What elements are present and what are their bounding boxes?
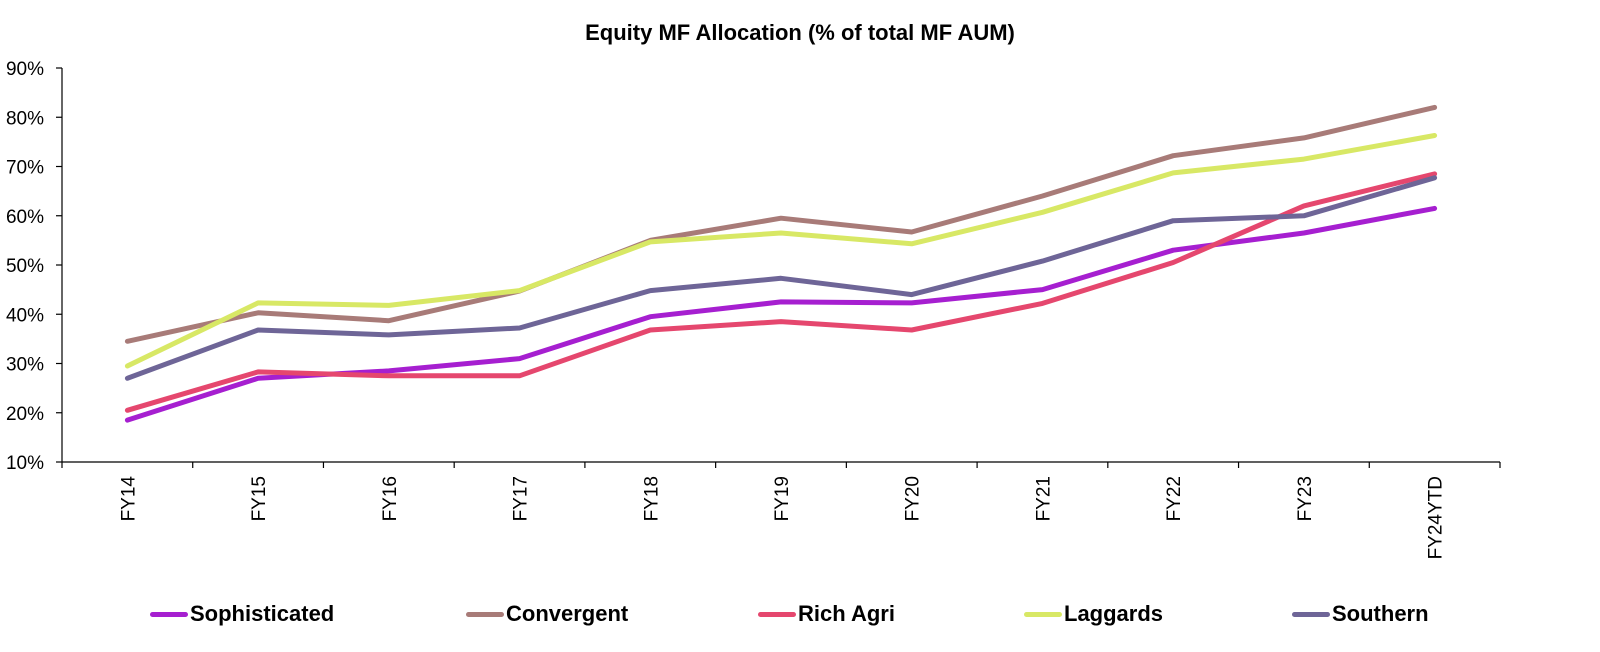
legend-item-laggards: Laggards: [1024, 596, 1163, 632]
legend-label: Sophisticated: [190, 601, 335, 626]
y-tick-label: 60%: [6, 207, 44, 228]
y-tick-label: 80%: [6, 108, 44, 129]
y-tick-label: 10%: [6, 453, 44, 474]
axes: 10% 20% 30% 40% 50% 60% 70% 80% 90% FY14 FY15 FY16 F…: [6, 59, 1501, 559]
x-tick-label: FY18: [641, 476, 662, 521]
chart-title: Equity MF Allocation (% of total MF AUM): [585, 20, 1015, 45]
x-tick-label: FY24YTD: [1426, 476, 1447, 559]
y-tick-label: 30%: [6, 355, 44, 376]
y-tick-label: 70%: [6, 158, 44, 179]
x-tick-label: FY22: [1164, 476, 1185, 521]
series-line-southern: [124, 175, 1438, 381]
y-tick-label: 40%: [6, 305, 44, 326]
series-line-laggards: [124, 133, 1438, 369]
x-tick-label: FY23: [1295, 476, 1316, 521]
x-tick-label: FY21: [1033, 476, 1054, 521]
legend-label: Southern: [1332, 601, 1429, 626]
legend-swatch: [1292, 611, 1330, 617]
legend-label: Laggards: [1064, 601, 1164, 626]
series-line-convergent: [124, 104, 1438, 344]
legend-label: Rich Agri: [798, 601, 895, 626]
legend: Sophisticated Convergent Rich Agri Laggards…: [0, 596, 1600, 632]
legend-item-rich-agri: Rich Agri: [758, 596, 895, 632]
series-lines: [124, 104, 1438, 423]
y-tick-label: 50%: [6, 256, 44, 277]
legend-item-convergent: Convergent: [466, 596, 628, 632]
x-tick-label: FY20: [903, 476, 924, 521]
legend-swatch: [150, 611, 188, 617]
legend-label: Convergent: [506, 601, 629, 626]
x-tick-label: FY14: [118, 476, 139, 522]
x-tick-label: FY19: [772, 476, 793, 521]
legend-swatch: [466, 611, 504, 617]
y-tick-label: 20%: [6, 404, 44, 425]
y-tick-label: 90%: [6, 59, 44, 80]
series-line-rich-agri: [124, 171, 1438, 413]
legend-swatch: [758, 611, 796, 617]
x-tick-label: FY17: [511, 476, 532, 521]
x-tick-label: FY16: [380, 476, 401, 521]
legend-item-southern: Southern: [1292, 596, 1429, 632]
x-tick-label: FY15: [249, 476, 270, 521]
legend-item-sophisticated: Sophisticated: [150, 596, 334, 632]
legend-swatch: [1024, 611, 1062, 617]
